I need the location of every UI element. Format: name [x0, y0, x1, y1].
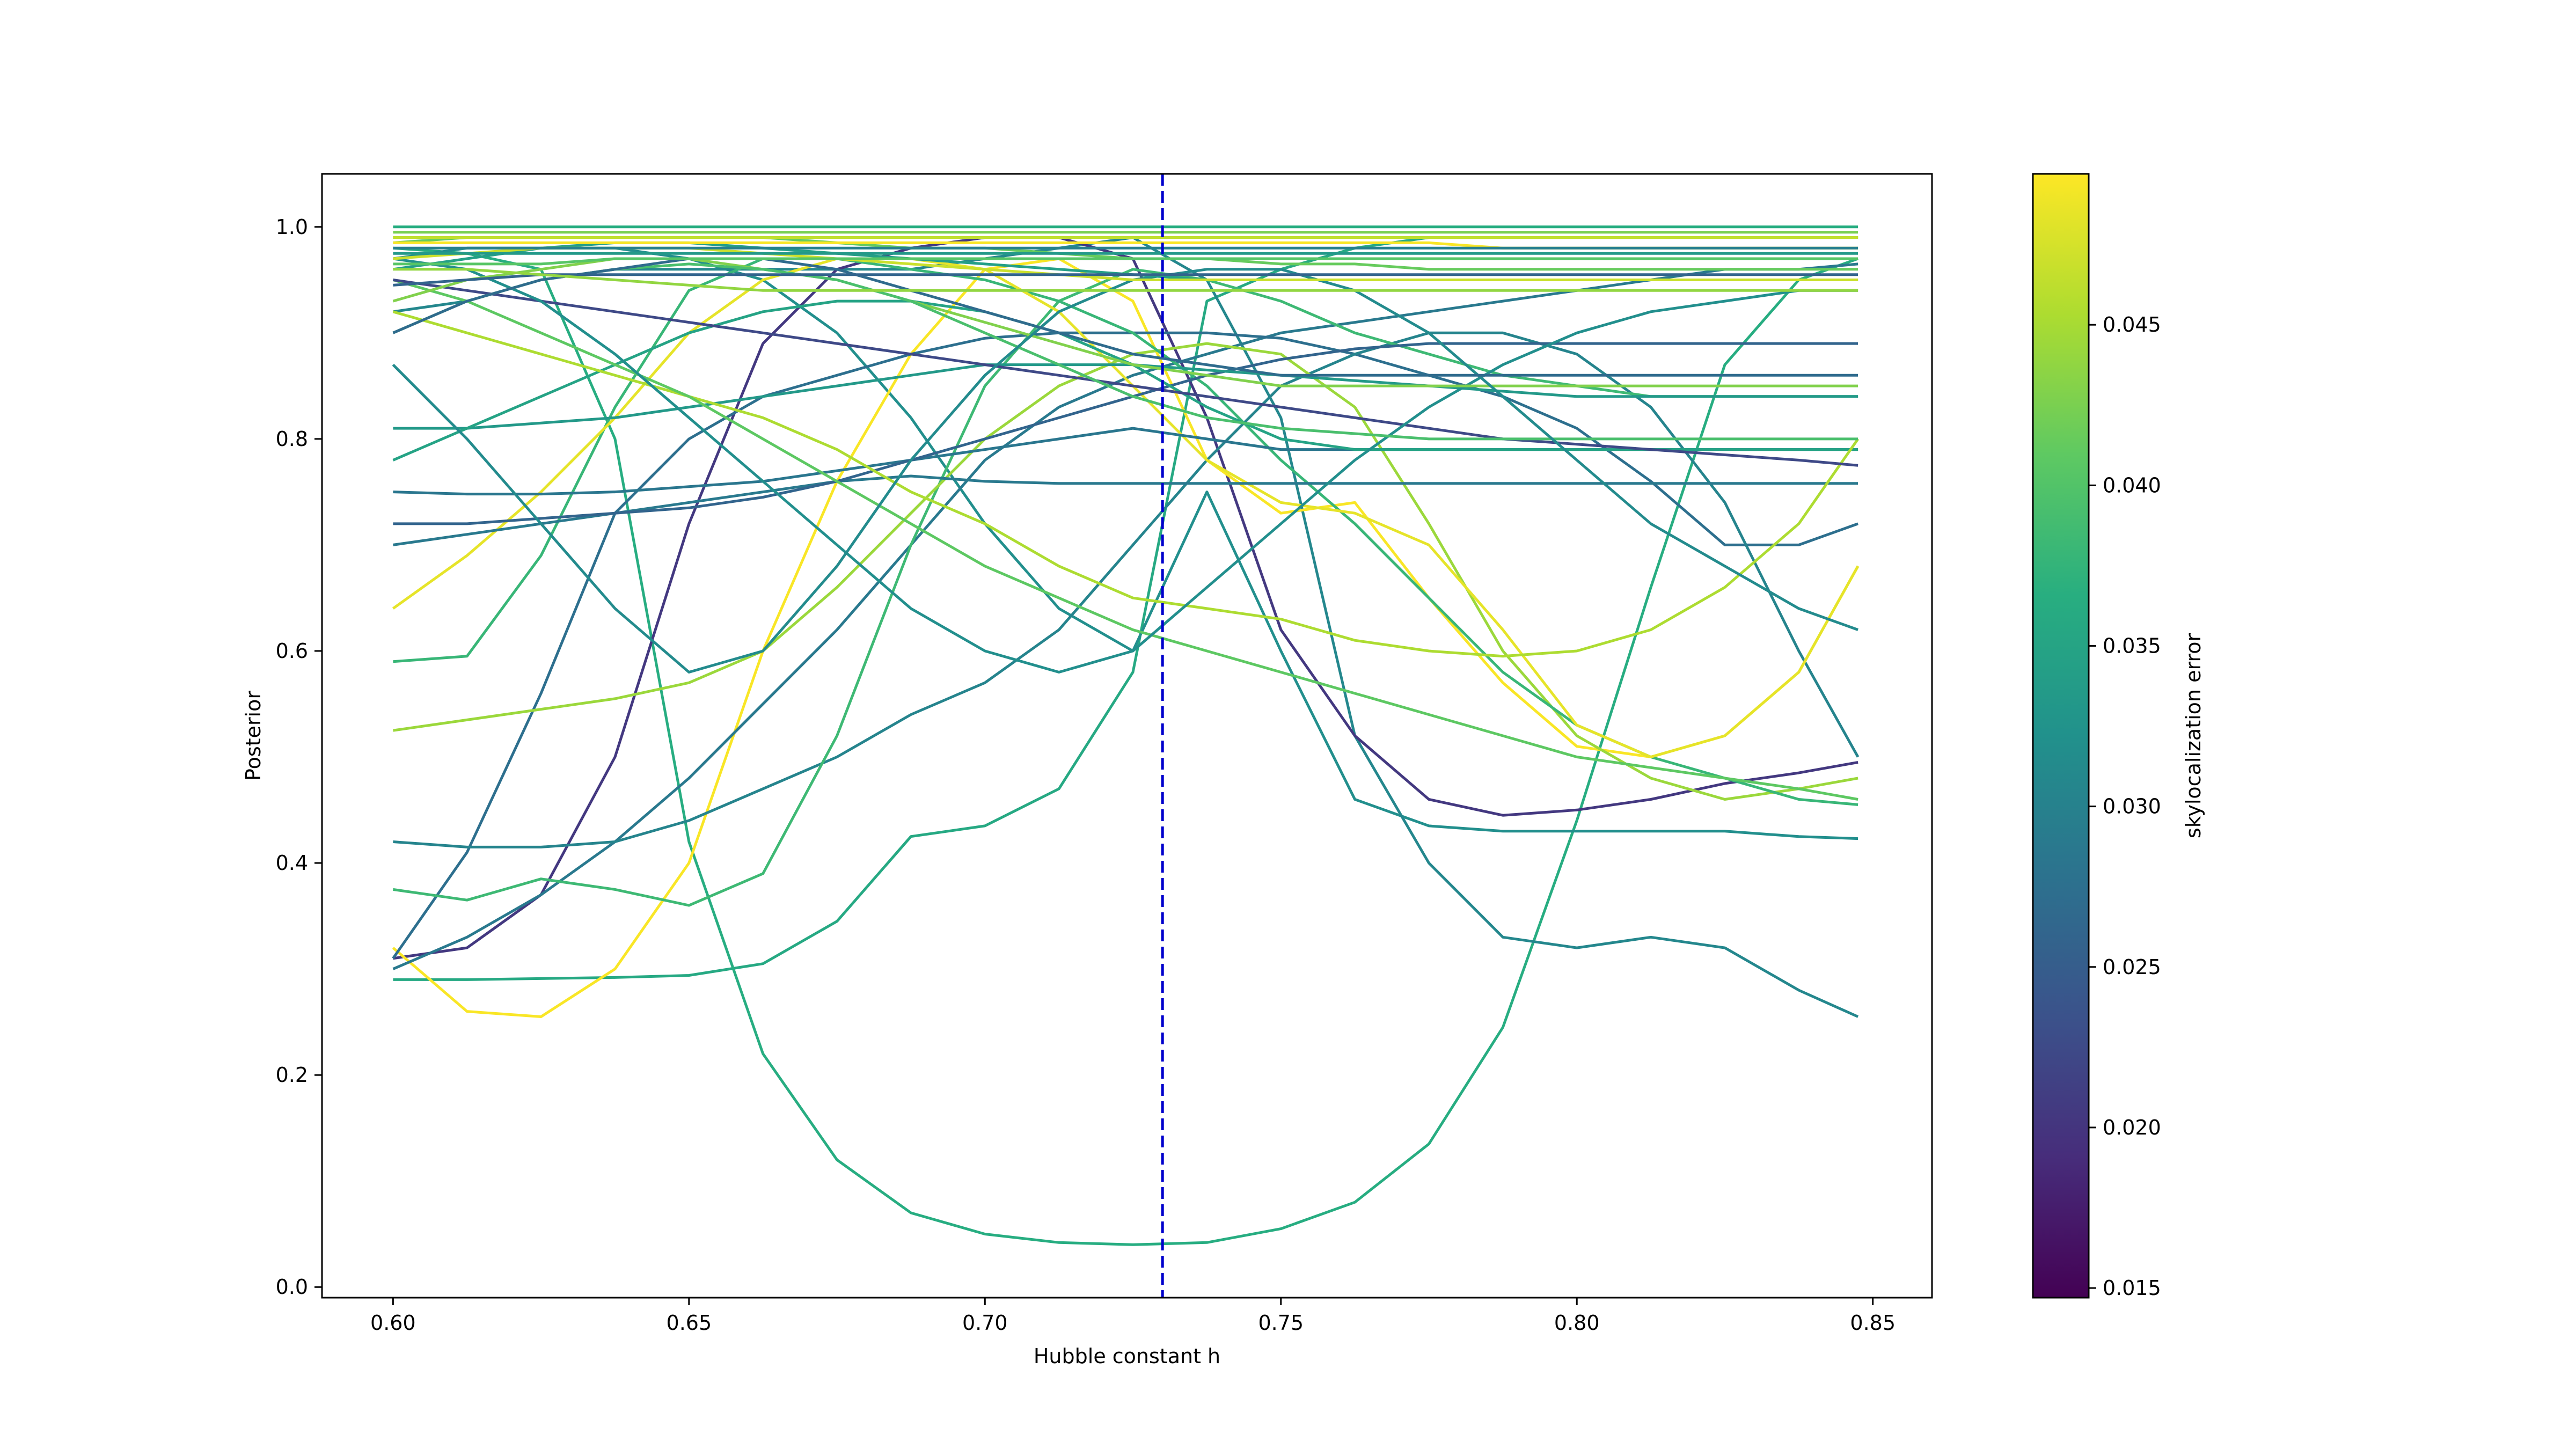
- colorbar-tick-label: 0.045: [2103, 313, 2161, 336]
- series-line-12: [393, 257, 1858, 806]
- y-tick-label: 0.2: [276, 1063, 308, 1087]
- y-tick-label: 1.0: [276, 215, 308, 239]
- x-tick-label: 0.75: [1258, 1311, 1304, 1335]
- colorbar-tick-label: 0.015: [2103, 1276, 2161, 1300]
- series-line-34: [393, 273, 1858, 287]
- y-axis-label: Posterior: [241, 691, 265, 781]
- y-tick-label: 0.0: [276, 1275, 308, 1299]
- series-line-9: [393, 331, 1860, 848]
- y-tick-label: 0.6: [276, 639, 308, 663]
- colorbar-tick-label: 0.025: [2103, 955, 2161, 979]
- y-tick-label: 0.4: [276, 851, 308, 875]
- plot-frame: [321, 173, 1933, 1299]
- x-tick-label: 0.65: [667, 1311, 712, 1335]
- colorbar-tick-label: 0.030: [2103, 795, 2161, 818]
- series-line-26: [392, 257, 1858, 377]
- colorbar-label: skylocalization error: [2182, 633, 2205, 839]
- series-line-21: [393, 279, 1858, 467]
- colorbar-tick-label: 0.035: [2103, 634, 2161, 657]
- series-line-22: [393, 257, 1858, 674]
- x-tick-label: 0.85: [1850, 1311, 1896, 1335]
- x-axis: 0.60 0.65 0.70 0.75 0.80 0.85: [370, 1298, 1896, 1335]
- colorbar: [2032, 173, 2090, 1299]
- x-axis-label: Hubble constant h: [1034, 1344, 1220, 1368]
- series-line-10: [393, 268, 1858, 907]
- y-axis: 0.0 0.2 0.4 0.6 0.8 1.0: [276, 215, 322, 1299]
- series-line-1: [393, 236, 1858, 981]
- x-tick-label: 0.70: [962, 1311, 1008, 1335]
- series-line-6: [392, 257, 1860, 1018]
- x-tick-label: 0.60: [370, 1311, 416, 1335]
- series-line-5: [393, 236, 1858, 960]
- series-line-24: [392, 262, 1858, 441]
- colorbar-tick-label: 0.040: [2103, 473, 2161, 497]
- series-line-33: [393, 257, 1858, 266]
- series-line-2: [393, 246, 1858, 1246]
- series-line-14: [393, 474, 1858, 546]
- series-line-3: [393, 246, 1858, 840]
- colorbar-tick-label: 0.020: [2103, 1116, 2161, 1139]
- series-lines: [392, 225, 1860, 1246]
- series-line-19: [392, 310, 1860, 658]
- series-line-35: [393, 268, 1858, 292]
- series-line-7: [392, 262, 1858, 970]
- y-tick-label: 0.8: [276, 427, 308, 451]
- x-tick-label: 0.80: [1554, 1311, 1600, 1335]
- colorbar-ticks: 0.015 0.020 0.025 0.030 0.035 0.040 0.045: [2089, 313, 2161, 1300]
